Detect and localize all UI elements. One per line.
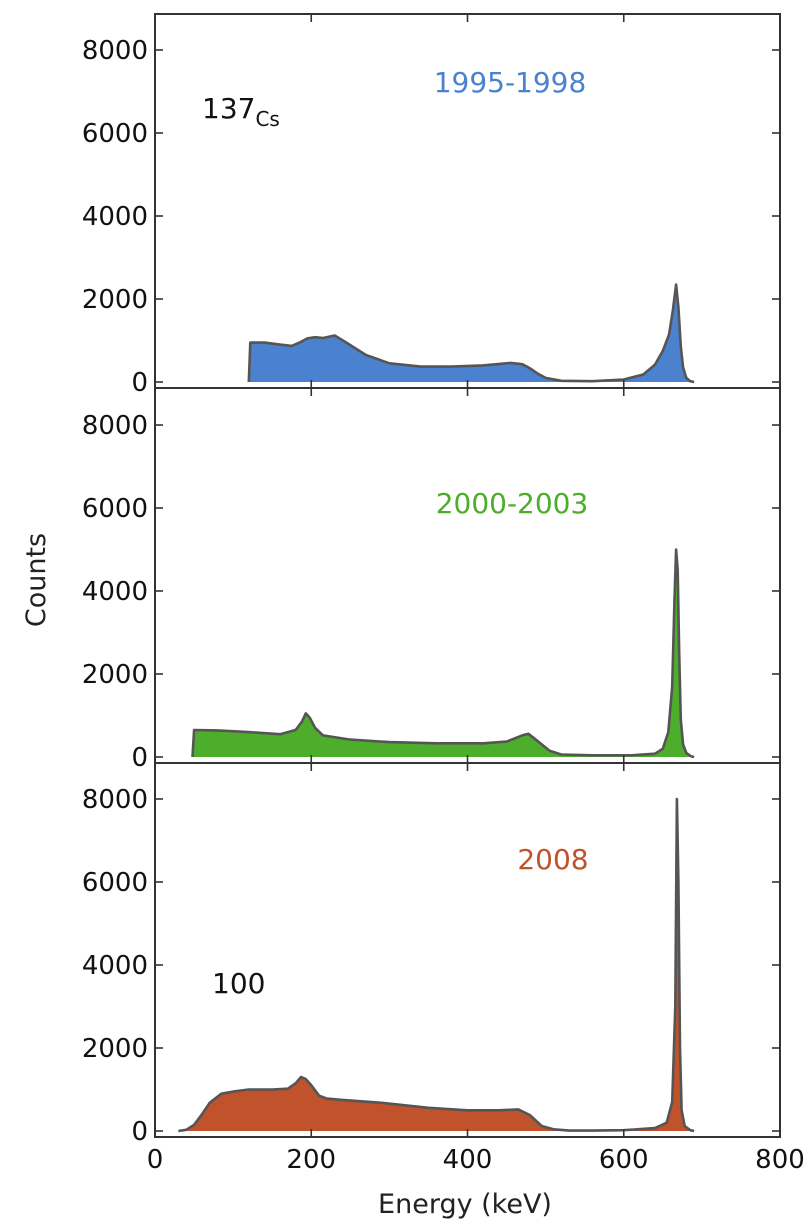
spectrum-outline <box>247 283 695 384</box>
panel-annotation: 137Cs <box>202 92 280 131</box>
series-label: 2008 <box>517 843 588 876</box>
spectrum-area <box>248 284 695 382</box>
y-tick-label: 0 <box>131 1117 148 1147</box>
panel-frame <box>154 387 781 764</box>
panel-2: 0 2000 4000 6000 8000 2000-2003 <box>82 387 781 773</box>
spectrum-area <box>192 549 695 757</box>
y-tick-label: 4000 <box>82 577 148 607</box>
x-tick-label: 200 <box>286 1145 336 1175</box>
chart-panels: 0 2000 4000 6000 8000 1995-1998 137Cs 0 2000 4000… <box>82 13 781 1147</box>
spectrum-outline <box>191 548 695 759</box>
series-label: 2000-2003 <box>436 487 589 520</box>
x-tick-label: 400 <box>443 1145 493 1175</box>
panel-frame <box>154 762 781 1138</box>
y-tick-label: 6000 <box>82 119 148 149</box>
y-axis-title: Counts <box>21 533 52 627</box>
series-label: 1995-1998 <box>434 66 587 99</box>
x-axis-ticks: 0 200 400 600 800 <box>147 1145 805 1175</box>
y-tick-label: 2000 <box>82 1034 148 1064</box>
spectrum-area <box>178 799 695 1131</box>
y-tick-label: 4000 <box>82 202 148 232</box>
y-tick-label: 2000 <box>82 285 148 315</box>
x-axis-title: Energy (keV) <box>378 1189 552 1220</box>
y-tick-label: 8000 <box>82 411 148 441</box>
x-tick-label: 0 <box>147 1145 164 1175</box>
y-tick-label: 6000 <box>82 494 148 524</box>
y-tick-label: 0 <box>131 743 148 773</box>
y-tick-label: 8000 <box>82 36 148 66</box>
y-tick-label: 0 <box>131 368 148 398</box>
y-tick-label: 4000 <box>82 951 148 981</box>
panel-3: 0 2000 4000 6000 8000 2008 100 <box>82 762 781 1147</box>
spectrum-outline <box>178 797 695 1133</box>
x-tick-label: 600 <box>599 1145 649 1175</box>
panel-1: 0 2000 4000 6000 8000 1995-1998 137Cs <box>82 13 781 398</box>
y-tick-label: 2000 <box>82 660 148 690</box>
panel-annotation: 100 <box>212 967 265 1000</box>
y-tick-label: 6000 <box>82 868 148 898</box>
y-tick-label: 8000 <box>82 785 148 815</box>
x-tick-label: 800 <box>755 1145 805 1175</box>
